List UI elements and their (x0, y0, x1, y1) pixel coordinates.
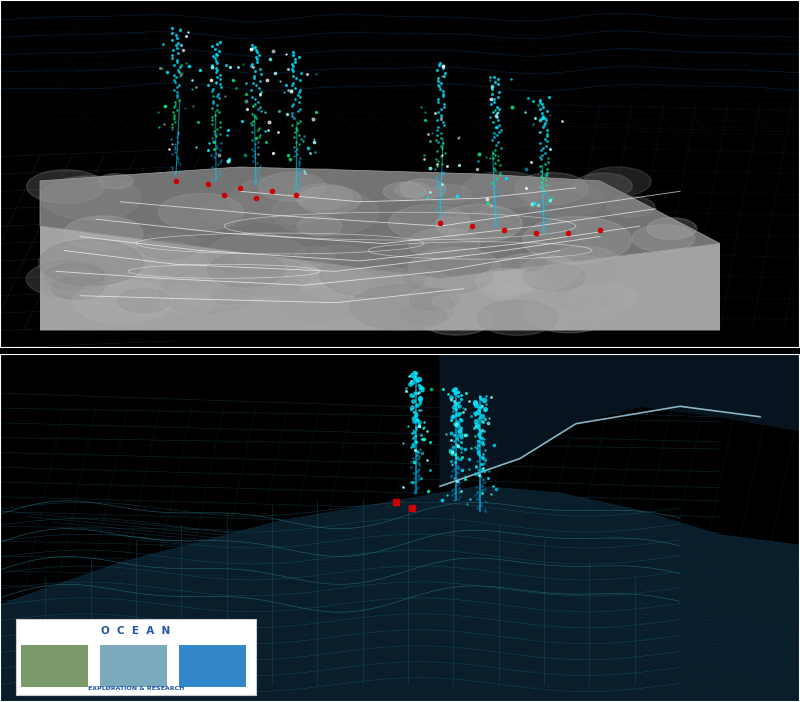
Circle shape (310, 245, 371, 272)
Circle shape (158, 194, 244, 231)
Circle shape (436, 204, 522, 242)
Circle shape (421, 304, 492, 335)
Circle shape (400, 179, 446, 199)
Circle shape (409, 228, 480, 259)
Circle shape (211, 289, 246, 304)
Polygon shape (40, 167, 720, 278)
Circle shape (421, 190, 482, 216)
Circle shape (272, 190, 379, 236)
Circle shape (45, 264, 104, 290)
FancyBboxPatch shape (21, 645, 88, 687)
Circle shape (394, 182, 430, 197)
Text: EXPLØRATION & RESEARCH: EXPLØRATION & RESEARCH (88, 687, 184, 691)
Circle shape (370, 269, 455, 305)
Circle shape (297, 216, 342, 236)
Circle shape (389, 205, 470, 241)
Circle shape (395, 245, 453, 270)
Circle shape (26, 261, 110, 298)
Circle shape (632, 225, 695, 252)
Circle shape (282, 168, 362, 204)
Circle shape (294, 184, 353, 209)
Circle shape (201, 198, 265, 226)
Circle shape (300, 269, 368, 298)
Circle shape (26, 170, 105, 204)
Circle shape (63, 216, 143, 251)
Circle shape (523, 216, 631, 263)
Circle shape (38, 239, 143, 285)
Circle shape (98, 173, 133, 189)
Circle shape (554, 284, 615, 311)
Circle shape (647, 218, 697, 239)
Circle shape (432, 293, 476, 312)
Circle shape (229, 176, 340, 224)
Circle shape (409, 248, 500, 287)
Circle shape (583, 167, 651, 197)
Circle shape (73, 280, 172, 324)
Circle shape (606, 196, 654, 217)
Circle shape (383, 182, 426, 201)
Circle shape (567, 283, 638, 314)
Polygon shape (440, 354, 800, 486)
Circle shape (400, 305, 446, 324)
Circle shape (131, 241, 200, 270)
FancyBboxPatch shape (179, 645, 246, 687)
Circle shape (427, 185, 471, 204)
Circle shape (459, 232, 533, 264)
Circle shape (522, 293, 615, 333)
Circle shape (171, 271, 258, 309)
Circle shape (138, 232, 200, 259)
Circle shape (490, 253, 578, 291)
Circle shape (390, 225, 437, 245)
Circle shape (485, 285, 518, 300)
Circle shape (346, 266, 416, 296)
Circle shape (222, 258, 309, 296)
Circle shape (414, 222, 518, 267)
Circle shape (350, 285, 454, 330)
Circle shape (546, 256, 618, 287)
Circle shape (320, 250, 428, 297)
Circle shape (117, 289, 171, 312)
Circle shape (207, 253, 285, 287)
Circle shape (478, 300, 558, 336)
Circle shape (523, 264, 586, 291)
Circle shape (40, 176, 142, 220)
Text: O  C  E  A  N: O C E A N (102, 626, 170, 636)
Circle shape (522, 181, 605, 217)
Circle shape (396, 204, 441, 223)
Polygon shape (40, 226, 720, 331)
Circle shape (476, 268, 538, 296)
Circle shape (462, 171, 546, 208)
Circle shape (402, 254, 494, 293)
Circle shape (156, 249, 237, 284)
Circle shape (158, 272, 254, 313)
FancyBboxPatch shape (16, 618, 256, 695)
Circle shape (547, 246, 621, 278)
Circle shape (207, 232, 305, 275)
Circle shape (160, 291, 215, 315)
Circle shape (258, 172, 326, 201)
Circle shape (279, 289, 354, 322)
Circle shape (42, 269, 100, 294)
Circle shape (198, 251, 231, 266)
Circle shape (521, 257, 582, 284)
Circle shape (52, 277, 103, 300)
Polygon shape (0, 486, 800, 702)
Circle shape (511, 257, 544, 271)
Circle shape (574, 173, 632, 199)
FancyBboxPatch shape (100, 645, 167, 687)
Circle shape (515, 173, 588, 204)
Circle shape (410, 289, 459, 310)
Circle shape (294, 246, 335, 264)
Circle shape (298, 186, 362, 213)
Circle shape (366, 260, 399, 274)
